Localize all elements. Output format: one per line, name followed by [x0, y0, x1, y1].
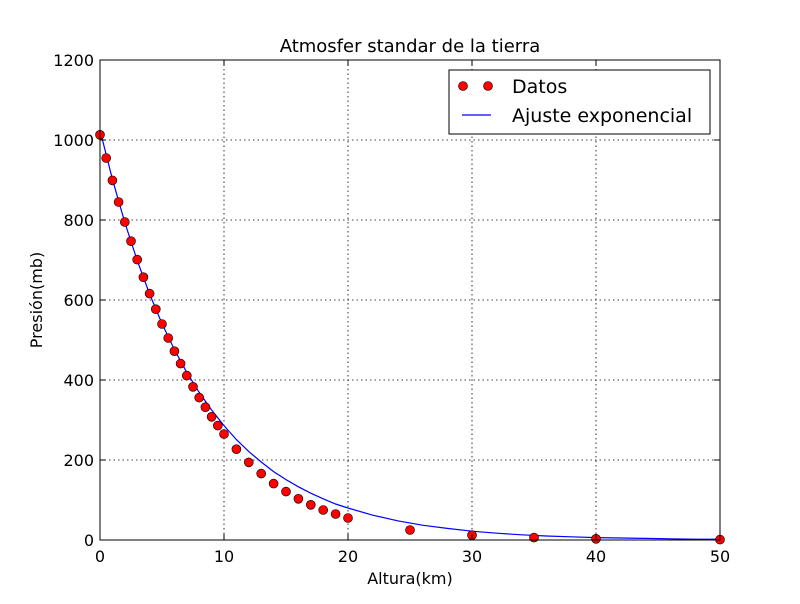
data-point	[169, 346, 180, 357]
data-point	[101, 153, 111, 163]
y-tick-label: 1200	[53, 51, 94, 70]
data-markers	[95, 130, 725, 545]
data-point	[529, 532, 539, 543]
fit-line	[99, 129, 720, 540]
fit-line-group	[99, 129, 720, 540]
data-point	[188, 381, 198, 392]
data-point	[330, 509, 341, 519]
data-point	[293, 493, 304, 504]
data-point	[182, 370, 192, 381]
data-point	[163, 333, 173, 343]
axis-ticks	[99, 59, 721, 541]
data-point	[157, 319, 167, 329]
data-point	[107, 175, 118, 186]
data-point	[144, 288, 155, 299]
data-point	[175, 358, 186, 369]
data-point	[126, 236, 136, 246]
data-point	[343, 513, 353, 523]
data-point	[268, 478, 279, 489]
data-point	[318, 505, 329, 515]
y-tick-labels: 0 200 400 600 800 1000 1200	[53, 51, 94, 550]
chart-title: Atmosfer standar de la tierra	[280, 36, 541, 57]
plot-area	[100, 60, 720, 540]
x-tick-label: 0	[95, 547, 105, 566]
y-tick-label: 600	[63, 291, 94, 310]
data-point	[405, 525, 415, 535]
x-tick-label: 30	[462, 547, 482, 566]
data-point	[120, 217, 130, 227]
x-tick-label: 50	[710, 547, 730, 566]
data-point	[281, 486, 291, 497]
legend-label-ajuste: Ajuste exponencial	[512, 105, 692, 127]
y-tick-label: 0	[84, 531, 94, 550]
x-tick-label: 10	[214, 547, 234, 566]
data-point	[132, 254, 142, 265]
data-point	[200, 402, 211, 413]
x-tick-label: 40	[586, 547, 606, 566]
legend-marker-datos	[458, 81, 468, 91]
legend: Datos Ajuste exponencial	[448, 69, 711, 135]
legend-marker-datos	[483, 81, 493, 91]
data-point	[113, 197, 124, 207]
legend-box	[448, 69, 711, 135]
data-point	[194, 392, 204, 403]
y-axis-label: Presión(mb)	[27, 252, 46, 348]
data-point	[219, 429, 229, 439]
y-tick-label: 200	[63, 451, 94, 470]
data-point	[138, 272, 149, 283]
y-tick-label: 800	[63, 211, 94, 230]
x-axis-label: Altura(km)	[367, 569, 453, 588]
legend-label-datos: Datos	[512, 76, 567, 98]
data-point	[206, 411, 217, 422]
data-point	[231, 444, 242, 455]
data-point	[244, 457, 254, 468]
data-point	[256, 468, 267, 479]
x-tick-labels: 0 10 20 30 40 50	[95, 547, 730, 566]
y-tick-label: 400	[63, 371, 94, 390]
x-tick-label: 20	[338, 547, 358, 566]
data-point	[213, 420, 223, 431]
y-tick-label: 1000	[53, 131, 94, 150]
data-point	[151, 304, 161, 315]
data-point	[305, 499, 316, 510]
